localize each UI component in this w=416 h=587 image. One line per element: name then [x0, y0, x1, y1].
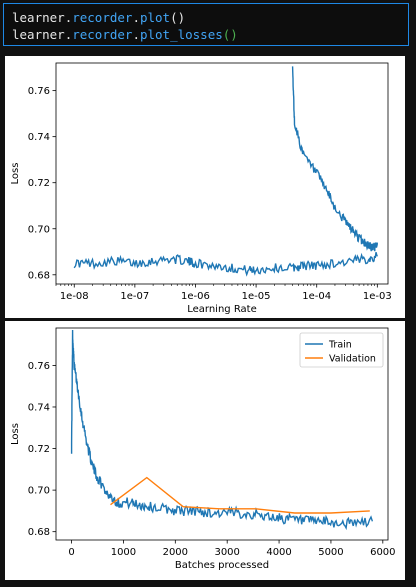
code-attribute: recorder [72, 27, 133, 42]
y-tick-label: 0.68 [28, 270, 50, 281]
lr-finder-chart: 0.68 0.70 0.72 0.74 0.76 1e-08 1e-07 1e-06 1e-05… [10, 62, 392, 315]
x-tick-label: 1e-04 [302, 291, 331, 302]
code-line-2: learner.recorder.plot_losses() [12, 27, 238, 42]
y-tick-label: 0.72 [28, 444, 50, 455]
losses-plot: 0.68 0.70 0.72 0.74 0.76 0 1000 2000 3000 4000 500… [5, 321, 405, 580]
code-attribute: recorder [72, 10, 133, 25]
code-parens: () [222, 27, 238, 42]
x-tick-label: 0 [68, 547, 74, 558]
y-axis-label: Loss [10, 163, 21, 185]
series-line-loss [291, 66, 378, 252]
code-object: learner [12, 10, 65, 25]
x-tick-label: 1e-03 [363, 291, 392, 302]
code-method: plot [139, 10, 171, 25]
x-tick-label: 1e-07 [120, 291, 149, 302]
code-parens: () [170, 10, 186, 25]
code-object: learner [12, 27, 65, 42]
plot-frame [55, 327, 389, 541]
series-line-train [70, 329, 374, 531]
y-tick-label: 0.76 [28, 361, 50, 372]
code-cell[interactable]: learner.recorder.plot() learner.recorder… [3, 3, 409, 46]
y-tick-label: 0.74 [28, 402, 50, 413]
plot-frame [55, 62, 389, 285]
x-tick-label: 3000 [214, 547, 239, 558]
losses-chart: 0.68 0.70 0.72 0.74 0.76 0 1000 2000 3000 4000 500… [10, 327, 396, 571]
x-tick-label: 2000 [163, 547, 188, 558]
x-axis-label: Batches processed [175, 560, 269, 571]
x-axis-label: Learning Rate [187, 304, 257, 315]
x-tick-label: 1000 [111, 547, 136, 558]
legend-label: Validation [329, 354, 376, 365]
y-axis-label: Loss [10, 423, 21, 445]
y-tick-label: 0.68 [28, 527, 50, 538]
x-tick-label: 1e-08 [60, 291, 89, 302]
code-method: plot_losses [139, 27, 223, 42]
y-tick-label: 0.72 [28, 178, 50, 189]
series-line-loss [73, 252, 378, 277]
x-tick-label: 6000 [370, 547, 395, 558]
y-tick-label: 0.70 [28, 486, 50, 497]
x-tick-label: 1e-06 [181, 291, 210, 302]
y-tick-label: 0.76 [28, 86, 50, 97]
series-line-validation [110, 476, 370, 514]
y-tick-label: 0.74 [28, 132, 50, 143]
lr-finder-plot: 0.68 0.70 0.72 0.74 0.76 1e-08 1e-07 1e-06 1e-05… [5, 56, 405, 318]
legend-label: Train [328, 340, 352, 351]
x-tick-label: 5000 [318, 547, 343, 558]
code-line-1: learner.recorder.plot() [12, 10, 186, 25]
x-tick-label: 1e-05 [242, 291, 271, 302]
y-tick-label: 0.70 [28, 224, 50, 235]
x-tick-label: 4000 [266, 547, 291, 558]
